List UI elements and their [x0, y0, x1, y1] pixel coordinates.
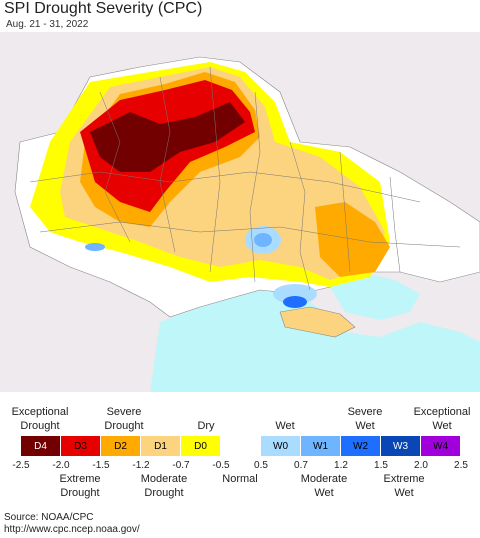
legend-swatch-d0: D0	[181, 436, 221, 456]
legend-label-extreme-wet: Extreme Wet	[383, 473, 425, 499]
legend-tick: -0.5	[212, 460, 230, 471]
legend-swatch-w2: W2	[341, 436, 381, 456]
legend-swatch-d2: D2	[101, 436, 141, 456]
legend-tick: 1.5	[374, 460, 388, 471]
admin-borders	[29, 66, 461, 291]
legend-tick: -2.0	[52, 460, 70, 471]
zone-w2	[283, 296, 307, 308]
legend-swatch-w1: W1	[301, 436, 341, 456]
legend-tick: -0.7	[172, 460, 190, 471]
azov-sea	[330, 272, 420, 320]
legend-swatch-w3: W3	[381, 436, 421, 456]
map-subtitle: Aug. 21 - 31, 2022	[6, 19, 89, 30]
legend-label-exceptional-wet: Exceptional Wet	[413, 406, 471, 432]
legend-label-wet: Wet	[275, 420, 295, 432]
source-credit: Source: NOAA/CPC http://www.cpc.ncep.noa…	[4, 512, 140, 536]
source-url[interactable]: http://www.cpc.ncep.noaa.gov/	[4, 524, 140, 535]
legend-swatch-d1: D1	[141, 436, 181, 456]
crimea	[279, 306, 356, 338]
zone-w1-west	[85, 243, 105, 251]
legend-label-moderate-drought: Moderate Drought	[140, 473, 188, 499]
legend-tick: -1.5	[92, 460, 110, 471]
legend-tick: -2.5	[12, 460, 30, 471]
zone-w1	[254, 233, 272, 247]
legend-label-severe-wet: Severe Wet	[347, 406, 383, 432]
legend-tick: 0.5	[254, 460, 268, 471]
legend-swatch-d3: D3	[61, 436, 101, 456]
legend-swatch-d4: D4	[21, 436, 61, 456]
legend-label-normal: Normal	[222, 473, 258, 485]
zone-w0-south	[273, 284, 317, 304]
legend-swatch-w4: W4	[421, 436, 461, 456]
legend-label-moderate-wet: Moderate Wet	[300, 473, 348, 499]
legend-label-severe-drought: Severe Drought	[104, 406, 144, 432]
drought-map	[0, 32, 480, 392]
legend-tick: -1.2	[132, 460, 150, 471]
source-line: Source: NOAA/CPC	[4, 512, 94, 523]
zone-d4	[90, 102, 245, 172]
black-sea	[150, 290, 480, 392]
legend-label-exceptional-drought: Exceptional Drought	[11, 406, 69, 432]
legend-swatch-w0: W0	[261, 436, 301, 456]
legend-tick: 2.0	[414, 460, 428, 471]
map-title: SPI Drought Severity (CPC)	[4, 0, 203, 17]
zone-d2-east	[315, 202, 390, 277]
legend-label-extreme-drought: Extreme Drought	[59, 473, 101, 499]
legend-tick: 1.2	[334, 460, 348, 471]
legend-tick: 0.7	[294, 460, 308, 471]
legend-swatch-normal	[221, 436, 261, 456]
legend-tick: 2.5	[454, 460, 468, 471]
legend-label-dry: Dry	[197, 420, 215, 432]
